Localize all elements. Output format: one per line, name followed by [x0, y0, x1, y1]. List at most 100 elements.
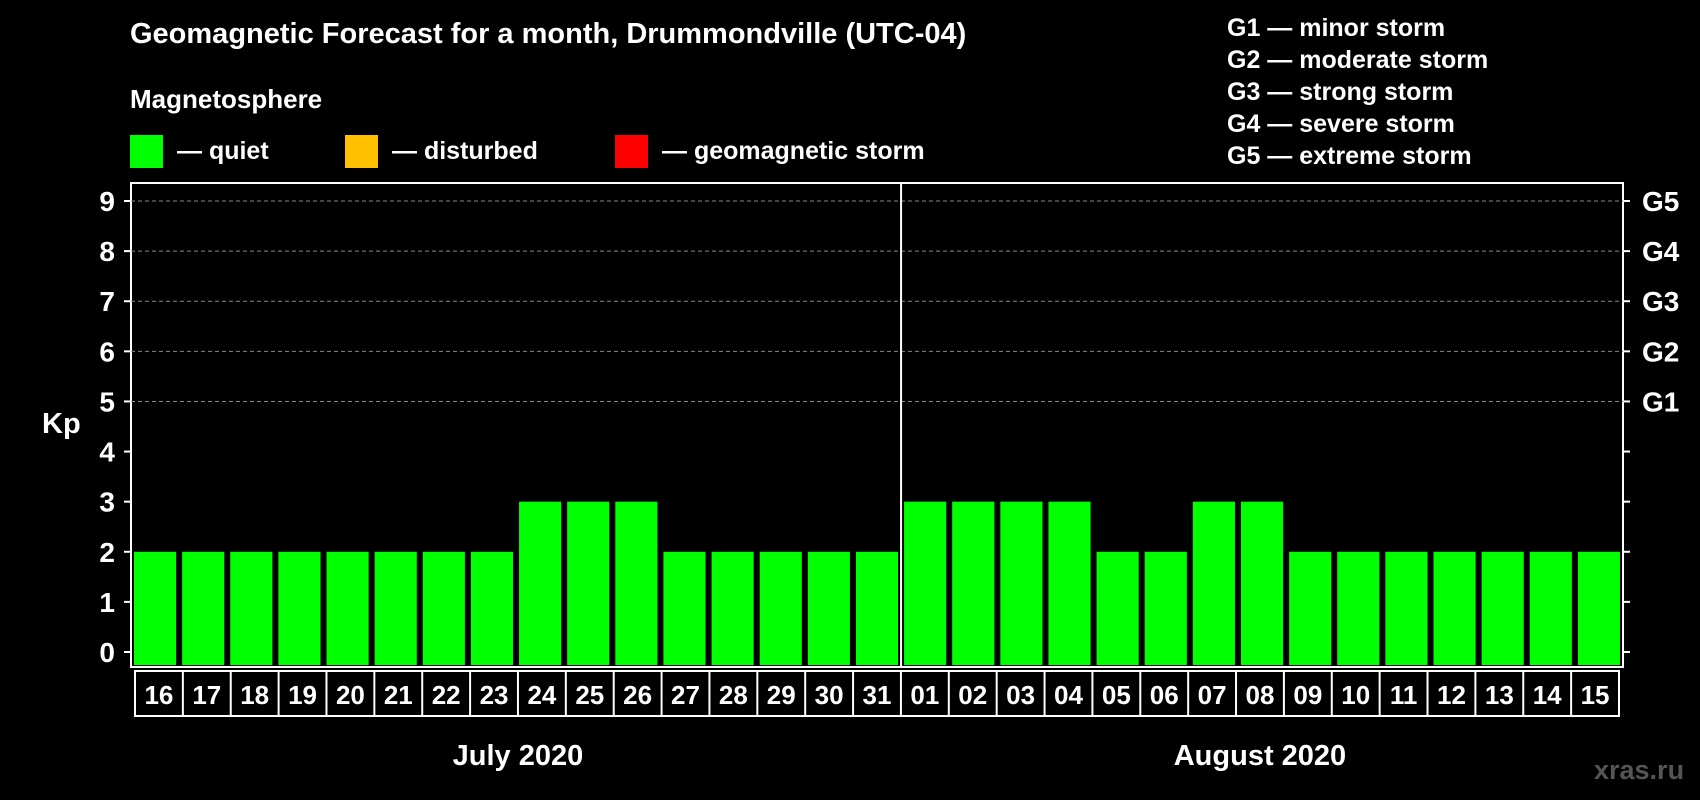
- x-tick-label-27: 27: [671, 680, 700, 710]
- x-tick-label-02: 02: [958, 680, 987, 710]
- bar-day-03: [1000, 501, 1043, 665]
- x-tick-label-22: 22: [432, 680, 461, 710]
- x-tick-label-14: 14: [1533, 680, 1562, 710]
- bar-day-18: [230, 551, 273, 665]
- x-tick-label-13: 13: [1485, 680, 1514, 710]
- x-tick-label-12: 12: [1437, 680, 1466, 710]
- x-tick-label-15: 15: [1581, 680, 1610, 710]
- x-tick-label-18: 18: [240, 680, 269, 710]
- bar-day-15: [1577, 551, 1620, 665]
- bar-day-25: [567, 501, 610, 665]
- watermark: xras.ru: [1594, 755, 1685, 785]
- x-tick-label-31: 31: [863, 680, 892, 710]
- y-tick-label-5: 5: [99, 386, 115, 417]
- bar-day-13: [1481, 551, 1524, 665]
- legend-storm-swatch: [615, 134, 648, 168]
- x-tick-label-17: 17: [192, 680, 221, 710]
- x-tick-label-24: 24: [527, 680, 556, 710]
- bar-day-19: [278, 551, 321, 665]
- bar-day-20: [326, 551, 369, 665]
- storm-level-g1: G1 — minor storm: [1227, 14, 1446, 42]
- legend-quiet-label: — quiet: [177, 136, 269, 165]
- g-level-label-g5: G5: [1642, 186, 1679, 217]
- x-tick-label-11: 11: [1390, 680, 1418, 710]
- legend-storm-label: — geomagnetic storm: [662, 136, 925, 165]
- bar-day-07: [1192, 501, 1235, 665]
- y-tick-label-2: 2: [99, 537, 115, 568]
- x-tick-label-19: 19: [288, 680, 317, 710]
- x-tick-label-21: 21: [384, 680, 413, 710]
- y-tick-label-4: 4: [99, 437, 115, 468]
- x-tick-label-10: 10: [1341, 680, 1370, 710]
- legend-quiet-swatch: [130, 134, 163, 168]
- legend-disturbed-label: — disturbed: [392, 136, 538, 165]
- y-tick-label-0: 0: [99, 637, 115, 668]
- g-level-label-g3: G3: [1642, 286, 1679, 317]
- y-tick-label-1: 1: [99, 587, 115, 618]
- bar-day-26: [615, 501, 658, 665]
- g-level-label-g1: G1: [1642, 386, 1679, 417]
- x-tick-label-09: 09: [1293, 680, 1322, 710]
- bar-day-17: [182, 551, 225, 665]
- g-level-label-g4: G4: [1642, 236, 1680, 267]
- bar-day-31: [855, 551, 899, 665]
- storm-level-g5: G5 — extreme storm: [1227, 142, 1472, 170]
- month-label-1: August 2020: [1174, 740, 1346, 772]
- bar-day-21: [374, 551, 417, 665]
- x-tick-label-30: 30: [815, 680, 844, 710]
- x-tick-label-08: 08: [1246, 680, 1275, 710]
- bar-day-27: [663, 551, 706, 665]
- x-tick-label-01: 01: [910, 680, 939, 710]
- legend-storm: — geomagnetic storm: [615, 134, 925, 168]
- bar-day-01: [904, 501, 947, 665]
- x-tick-label-28: 28: [719, 680, 748, 710]
- storm-level-g3: G3 — strong storm: [1227, 78, 1454, 106]
- bar-day-22: [422, 551, 465, 665]
- x-tick-label-03: 03: [1006, 680, 1035, 710]
- bar-day-04: [1048, 501, 1091, 665]
- x-tick-label-25: 25: [575, 680, 604, 710]
- x-tick-label-05: 05: [1102, 680, 1131, 710]
- bar-day-30: [807, 551, 850, 665]
- date-row-frame: [134, 670, 1620, 717]
- bar-day-16: [134, 551, 177, 665]
- bar-day-24: [519, 501, 562, 665]
- bar-day-23: [470, 551, 514, 665]
- x-tick-label-29: 29: [767, 680, 796, 710]
- bar-day-14: [1529, 551, 1572, 665]
- y-tick-label-6: 6: [99, 336, 115, 367]
- bar-day-28: [711, 551, 754, 665]
- x-tick-label-07: 07: [1198, 680, 1227, 710]
- x-tick-label-26: 26: [623, 680, 652, 710]
- bar-day-12: [1433, 551, 1476, 665]
- legend-quiet: — quiet: [130, 134, 269, 168]
- bar-day-02: [952, 501, 995, 665]
- x-tick-label-23: 23: [480, 680, 509, 710]
- bar-day-11: [1385, 551, 1428, 665]
- x-tick-label-16: 16: [144, 680, 173, 710]
- y-axis-label: Kp: [42, 408, 81, 440]
- bar-day-10: [1337, 551, 1380, 665]
- storm-level-g2: G2 — moderate storm: [1227, 46, 1489, 74]
- bar-day-06: [1144, 551, 1187, 665]
- month-label-0: July 2020: [453, 740, 584, 772]
- magnetosphere-label: Magnetosphere: [130, 84, 323, 114]
- y-tick-label-7: 7: [99, 286, 115, 317]
- legend-disturbed: — disturbed: [345, 134, 538, 168]
- y-tick-label-9: 9: [99, 186, 115, 217]
- x-tick-label-06: 06: [1150, 680, 1179, 710]
- bar-day-09: [1289, 551, 1332, 665]
- y-tick-label-8: 8: [99, 236, 115, 267]
- plot-frame: [130, 182, 1624, 668]
- bar-day-29: [759, 551, 802, 665]
- legend-disturbed-swatch: [345, 134, 378, 168]
- x-tick-label-20: 20: [336, 680, 365, 710]
- storm-level-g4: G4 — severe storm: [1227, 110, 1455, 138]
- storm-level-legend: G1 — minor storm G2 — moderate storm G3 …: [1227, 12, 1488, 172]
- y-tick-label-3: 3: [99, 487, 115, 518]
- bar-day-08: [1240, 501, 1284, 665]
- x-tick-label-04: 04: [1054, 680, 1083, 710]
- g-level-label-g2: G2: [1642, 336, 1679, 367]
- bar-day-05: [1096, 551, 1139, 665]
